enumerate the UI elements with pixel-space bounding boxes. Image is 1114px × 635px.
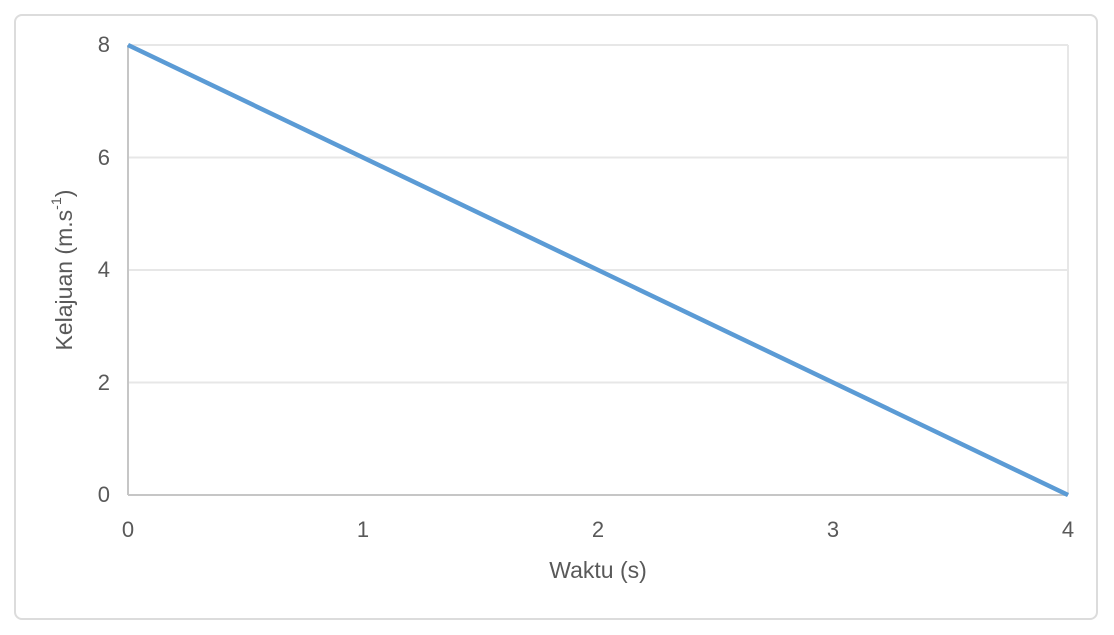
y-axis-title-base: Kelajuan (m.s [51, 209, 77, 351]
y-axis-title-end: ) [51, 189, 77, 198]
y-tick-label: 2 [97, 369, 110, 395]
y-axis-title-superscript: -1 [49, 197, 66, 210]
y-tick-label: 6 [97, 144, 110, 170]
x-tick-label: 4 [1061, 517, 1075, 542]
y-tick-label: 8 [97, 32, 110, 57]
x-tick-label: 2 [591, 517, 605, 542]
x-axis-title: Waktu (s) [549, 557, 647, 583]
y-axis-title: Kelajuan (m.s-1) [49, 189, 78, 351]
y-tick-label: 4 [97, 257, 110, 282]
x-tick-label: 3 [826, 517, 840, 542]
x-tick-label: 0 [121, 517, 135, 542]
chart-card [14, 14, 1098, 620]
x-tick-label: 1 [356, 517, 370, 542]
y-tick-label: 0 [97, 482, 110, 507]
